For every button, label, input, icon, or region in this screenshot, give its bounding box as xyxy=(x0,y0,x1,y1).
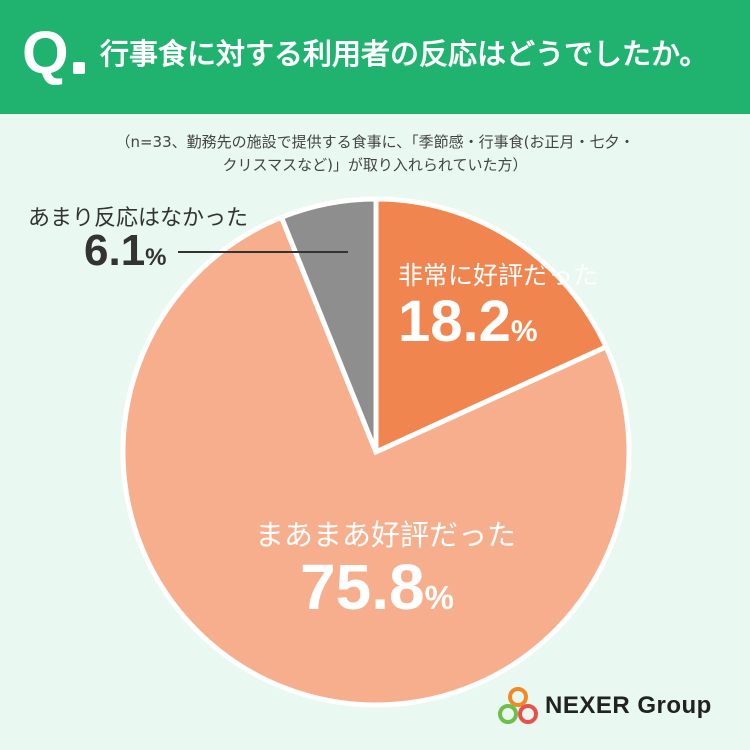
slice-value-somewhat-positive: 75.8% xyxy=(300,550,454,624)
q-mark: Q xyxy=(22,19,69,86)
question-header: Q 行事食に対する利用者の反応はどうでしたか。 xyxy=(0,0,750,114)
slice-label-somewhat-positive: まあまあ好評だった xyxy=(255,512,516,554)
percent-sign: % xyxy=(145,244,167,271)
slice-value: 6.1 xyxy=(84,226,146,275)
slice-label-text: あまり反応はなかった xyxy=(28,206,249,231)
slice-very-positive xyxy=(373,196,610,456)
sample-note-line-2: クリスマスなど)」が取り入れられていた方） xyxy=(222,156,528,174)
slice-value: 75.8 xyxy=(300,551,425,623)
logo-rings-icon xyxy=(498,687,538,724)
q-dot xyxy=(73,62,85,74)
sample-note-line-1: （n=33、勤務先の施設で提供する食事に、「季節感・行事食(お正月・七夕・ xyxy=(115,133,635,151)
slice-value-no-reaction: 6.1% xyxy=(84,226,167,276)
slice-label-text: まあまあ好評だった xyxy=(255,518,517,552)
slice-somewhat-positive xyxy=(120,214,632,708)
slice-label-no-reaction: あまり反応はなかった xyxy=(28,200,248,232)
nexer-logo: NEXER Group xyxy=(497,686,712,726)
question-title: 行事食に対する利用者の反応はどうでしたか。 xyxy=(100,37,709,71)
slice-label-text: 非常に好評だった xyxy=(398,261,599,290)
sample-note: （n=33、勤務先の施設で提供する食事に、「季節感・行事食(お正月・七夕・ クリ… xyxy=(40,131,710,177)
slice-no-reaction xyxy=(278,196,379,453)
slice-label-very-positive: 非常に好評だった xyxy=(398,256,598,292)
percent-sign: % xyxy=(424,579,454,616)
logo-text: NEXER Group xyxy=(545,692,712,719)
leader-line xyxy=(178,251,348,253)
slice-value-very-positive: 18.2% xyxy=(398,288,538,355)
percent-sign: % xyxy=(510,315,538,348)
slice-value: 18.2 xyxy=(398,289,511,354)
